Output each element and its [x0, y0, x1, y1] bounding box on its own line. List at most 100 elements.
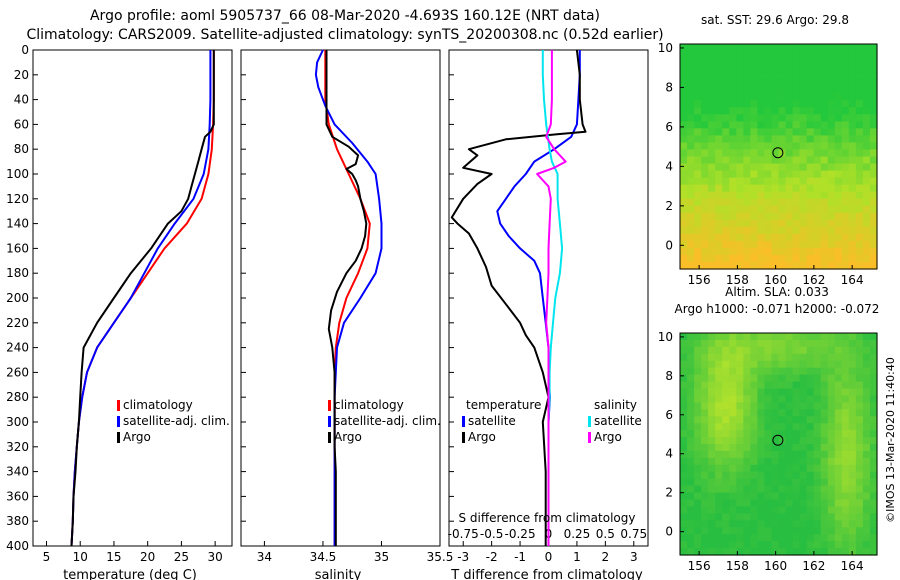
map-cell [862, 184, 871, 193]
map-cell [771, 471, 780, 480]
map-cell [820, 205, 829, 214]
map-cell [848, 219, 857, 228]
map-y-tick-label: 0 [665, 238, 673, 252]
map-cell [715, 121, 723, 129]
map-cell [778, 423, 787, 431]
map-cell [834, 156, 843, 165]
map-cell [687, 128, 695, 137]
depth-tick-label: 360 [6, 489, 29, 503]
map-cell [743, 430, 751, 438]
map-cell [750, 149, 758, 158]
map-cell [778, 114, 787, 122]
map-cell [764, 437, 773, 445]
map-cell [680, 485, 688, 494]
map-cell [701, 100, 709, 108]
map-cell [757, 135, 766, 144]
map-cell [827, 374, 836, 383]
map-cell [855, 65, 864, 73]
map-cell [680, 416, 688, 424]
map-cell [869, 170, 878, 179]
x-tick-label: 35 [374, 550, 389, 564]
map-cell [715, 339, 723, 348]
map-cell [785, 450, 794, 459]
map-cell [750, 485, 758, 494]
map-cell [848, 191, 857, 200]
map-cell [680, 395, 688, 403]
map-cell [785, 100, 794, 108]
map-cell [855, 416, 864, 424]
map-cell [729, 444, 737, 452]
map-cell [820, 93, 829, 101]
depth-tick-label: 120 [6, 192, 29, 206]
map-cell [680, 128, 688, 137]
map-cell [869, 471, 878, 480]
map-cell [792, 254, 801, 263]
map-cell [827, 464, 836, 473]
map-cell [855, 212, 864, 221]
map-y-tick-label: 8 [665, 369, 673, 383]
map-cell [736, 492, 744, 501]
map-cell [778, 333, 787, 341]
map-cell [750, 198, 758, 207]
map-cell [687, 395, 695, 403]
map-cell [715, 247, 723, 256]
map-cell [757, 72, 766, 80]
map-cell [855, 353, 864, 362]
map-cell [736, 107, 744, 115]
map-cell [813, 339, 822, 348]
map-cell [729, 100, 737, 108]
map-cell [750, 374, 758, 383]
map-cell [778, 65, 787, 73]
map-cell [701, 205, 709, 214]
map-cell [771, 44, 780, 52]
map-cell [806, 409, 815, 417]
map-cell [757, 437, 766, 445]
map-cell [806, 444, 815, 452]
map-cell [785, 163, 794, 172]
map-cell [869, 395, 878, 403]
map-cell [778, 177, 787, 186]
map-cell [799, 240, 808, 249]
map-cell [764, 381, 773, 390]
map-cell [708, 72, 716, 80]
map-cell [722, 450, 730, 459]
map-cell [743, 437, 751, 445]
map-cell [729, 520, 737, 528]
map-cell [757, 233, 766, 242]
map-cell [729, 156, 737, 165]
map-cell [680, 381, 688, 390]
map-cell [855, 402, 864, 410]
map-cell [708, 381, 716, 390]
map-cell [855, 240, 864, 249]
map-cell [841, 381, 850, 390]
legend-label-climatology: climatology [123, 398, 193, 412]
map-cell [771, 402, 780, 410]
map-cell [771, 430, 780, 438]
map-cell [848, 135, 857, 144]
map-cell [722, 527, 730, 535]
map-cell [841, 499, 850, 508]
map-y-tick-label: 8 [665, 80, 673, 94]
map-cell [785, 346, 794, 355]
map-cell [806, 353, 815, 362]
map-cell [869, 44, 878, 52]
map-cell [771, 86, 780, 94]
map-cell [862, 135, 871, 144]
map-cell [792, 128, 801, 137]
map-cell [771, 388, 780, 397]
map-cell [757, 492, 766, 501]
map-cell [771, 254, 780, 263]
map-cell [722, 163, 730, 172]
map-cell [750, 72, 758, 80]
map-cell [848, 409, 857, 417]
map-cell [687, 86, 695, 94]
map-cell [687, 107, 695, 115]
map-cell [722, 430, 730, 438]
map-cell [862, 51, 871, 59]
map-cell [855, 464, 864, 473]
map-cell [687, 142, 695, 151]
map-cell [792, 198, 801, 207]
map-cell [771, 233, 780, 242]
map-cell [687, 100, 695, 108]
map-cell [715, 149, 723, 158]
